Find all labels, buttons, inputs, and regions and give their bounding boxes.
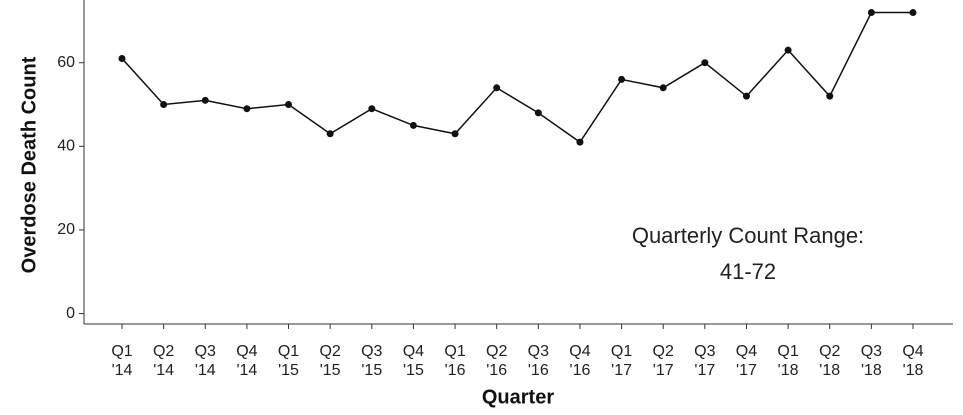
point [576, 138, 584, 146]
point [368, 105, 376, 113]
point [784, 46, 792, 54]
x-tick-label-line: Q2 [819, 343, 840, 360]
x-tick-label: Q1'15 [278, 343, 299, 379]
x-tick-label-line: '18 [819, 362, 840, 379]
x-tick-label-line: '18 [861, 362, 882, 379]
x-tick-label: Q2'18 [819, 343, 840, 379]
x-tick-label-line: '16 [445, 362, 466, 379]
point [534, 109, 542, 117]
x-tick-label: Q4'16 [569, 343, 590, 379]
x-tick-label-line: Q4 [403, 343, 424, 360]
y-tick-label: 20 [57, 221, 75, 238]
x-tick-label-line: Q4 [736, 343, 757, 360]
x-tick-label: Q3'15 [361, 343, 382, 379]
y-axis-title: Overdose Death Count [18, 56, 40, 273]
x-tick-label: Q2'16 [486, 343, 507, 379]
x-tick-label-line: '16 [570, 362, 591, 379]
x-tick-label: Q4'14 [236, 343, 257, 379]
point [285, 101, 293, 109]
x-tick-label-line: Q3 [195, 343, 216, 360]
x-tick-label: Q1'16 [444, 343, 465, 379]
point [326, 130, 334, 138]
x-tick-label: Q3'16 [528, 343, 549, 379]
x-tick-label-line: Q4 [902, 343, 923, 360]
x-tick-label: Q2'14 [153, 343, 174, 379]
annotation: 41-72 [720, 259, 776, 284]
x-tick-label-line: '14 [195, 362, 216, 379]
point [118, 55, 126, 63]
x-tick-label-line: Q3 [361, 343, 382, 360]
x-tick-label: Q1'18 [777, 343, 798, 379]
line [121, 11, 913, 144]
x-tick-label: Q3'17 [694, 343, 715, 379]
x-tick-label-line: '18 [778, 362, 799, 379]
x-tick-label-line: Q2 [153, 343, 174, 360]
x-tick-label-line: Q1 [611, 343, 632, 360]
x-tick-label-line: Q2 [486, 343, 507, 360]
annotation: Quarterly Count Range: [632, 223, 864, 248]
point [826, 92, 834, 100]
x-tick-label-line: Q2 [653, 343, 674, 360]
point [243, 105, 251, 113]
x-tick-label-line: '17 [736, 362, 757, 379]
x-tick-label-line: '14 [112, 362, 133, 379]
x-tick-label-line: Q4 [569, 343, 590, 360]
point [742, 92, 750, 100]
x-tick-label-line: '16 [528, 362, 549, 379]
x-tick-label: Q4'15 [403, 343, 424, 379]
x-tick-label: Q3'14 [195, 343, 216, 379]
x-tick-label: Q2'15 [319, 343, 340, 379]
x-tick-label: Q1'14 [111, 343, 132, 379]
x-tick-label: Q2'17 [653, 343, 674, 379]
point [451, 130, 459, 138]
x-tick-label-line: Q1 [777, 343, 798, 360]
x-axis-title: Quarter [482, 386, 554, 408]
x-tick-label-line: '16 [486, 362, 507, 379]
x-tick-label-line: '17 [653, 362, 674, 379]
x-tick-label-line: '18 [903, 362, 924, 379]
x-tick-label: Q4'17 [736, 343, 757, 379]
point [659, 84, 667, 92]
point [618, 75, 626, 83]
x-tick-label-line: Q1 [278, 343, 299, 360]
x-tick-label-line: '17 [694, 362, 715, 379]
y-tick-label: 60 [57, 54, 75, 71]
point [909, 9, 917, 17]
point [701, 59, 709, 67]
x-tick-label-line: '15 [361, 362, 382, 379]
x-tick-label-line: '14 [153, 362, 174, 379]
x-tick-label-line: Q1 [111, 343, 132, 360]
x-tick-label-line: Q3 [694, 343, 715, 360]
x-tick-label-line: Q4 [236, 343, 257, 360]
x-tick-label-line: Q2 [319, 343, 340, 360]
x-tick-label: Q3'18 [861, 343, 882, 379]
point [867, 9, 875, 17]
y-tick-label: 40 [57, 138, 75, 155]
point [160, 101, 168, 109]
x-tick-label-line: '14 [236, 362, 257, 379]
x-tick-label-line: '15 [403, 362, 424, 379]
x-tick-label-line: '17 [611, 362, 632, 379]
x-tick-label: Q4'18 [902, 343, 923, 379]
x-tick-label-line: '15 [278, 362, 299, 379]
y-tick-label: 0 [66, 305, 75, 322]
x-tick-label-line: Q3 [861, 343, 882, 360]
point [409, 121, 417, 129]
x-tick-label-line: Q1 [444, 343, 465, 360]
x-tick-label-line: '15 [320, 362, 341, 379]
point [201, 96, 209, 104]
x-tick-label: Q1'17 [611, 343, 632, 379]
x-tick-label-line: Q3 [528, 343, 549, 360]
point [493, 84, 501, 92]
